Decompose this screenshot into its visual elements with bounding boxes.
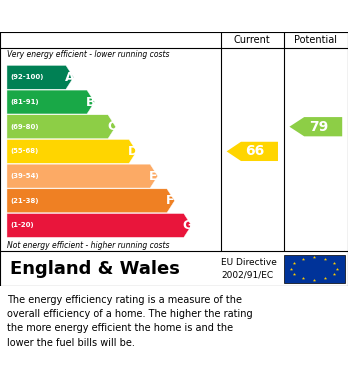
Text: (55-68): (55-68) — [10, 149, 39, 154]
Text: (81-91): (81-91) — [10, 99, 39, 105]
Polygon shape — [227, 142, 278, 161]
Text: (92-100): (92-100) — [10, 74, 44, 80]
Text: F: F — [166, 194, 175, 207]
Text: EU Directive
2002/91/EC: EU Directive 2002/91/EC — [221, 258, 277, 279]
Polygon shape — [7, 213, 191, 237]
Polygon shape — [290, 117, 342, 136]
Text: England & Wales: England & Wales — [10, 260, 180, 278]
Polygon shape — [7, 164, 158, 188]
Text: (69-80): (69-80) — [10, 124, 39, 130]
Text: E: E — [149, 170, 158, 183]
Polygon shape — [7, 189, 175, 213]
Text: Current: Current — [234, 35, 271, 45]
Text: A: A — [65, 71, 74, 84]
Polygon shape — [7, 90, 95, 114]
Polygon shape — [7, 65, 73, 89]
Text: Potential: Potential — [294, 35, 337, 45]
Text: C: C — [107, 120, 116, 133]
Text: (39-54): (39-54) — [10, 173, 39, 179]
Text: Energy Efficiency Rating: Energy Efficiency Rating — [10, 9, 232, 23]
Text: G: G — [182, 219, 192, 232]
Text: (21-38): (21-38) — [10, 198, 39, 204]
FancyBboxPatch shape — [284, 255, 345, 283]
Polygon shape — [7, 140, 137, 163]
Text: D: D — [127, 145, 138, 158]
Text: 79: 79 — [309, 120, 328, 134]
Text: (1-20): (1-20) — [10, 222, 34, 228]
Polygon shape — [7, 115, 116, 139]
Text: 66: 66 — [245, 144, 264, 158]
Text: Very energy efficient - lower running costs: Very energy efficient - lower running co… — [7, 50, 169, 59]
Text: The energy efficiency rating is a measure of the
overall efficiency of a home. T: The energy efficiency rating is a measur… — [7, 294, 253, 348]
Text: B: B — [86, 95, 95, 109]
Text: Not energy efficient - higher running costs: Not energy efficient - higher running co… — [7, 241, 169, 251]
